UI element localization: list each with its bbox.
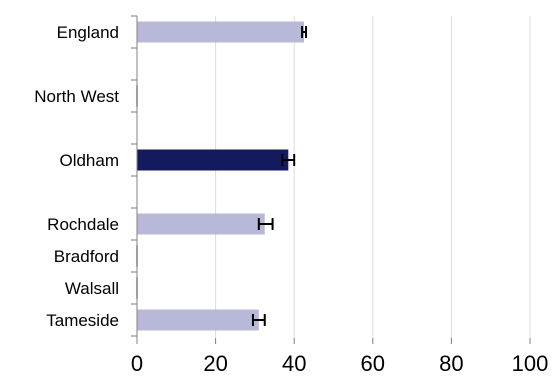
category-label-north-west: North West [34,87,119,106]
category-label-bradford: Bradford [54,247,119,266]
category-label-tameside: Tameside [46,311,119,330]
x-tick-label-100: 100 [512,351,549,376]
category-label-england: England [57,23,119,42]
error-bar-tameside [251,314,266,326]
labels: England North West Oldham Rochdale Bradford W… [34,23,548,376]
grid-lines [215,16,531,338]
error-bar-oldham [281,154,296,166]
axes [131,15,531,344]
bar-rochdale [137,213,265,235]
error-bar-england [301,26,307,38]
x-tick-label-20: 20 [203,351,227,376]
error-bar-rochdale [257,218,274,230]
x-tick-label-0: 0 [131,351,143,376]
bar-england [137,21,305,43]
x-tick-label-60: 60 [361,351,385,376]
category-label-rochdale: Rochdale [47,215,119,234]
category-label-walsall: Walsall [65,279,119,298]
category-label-oldham: Oldham [59,151,119,170]
x-tick-label-40: 40 [282,351,306,376]
bars [136,21,307,331]
x-tick-label-80: 80 [439,351,463,376]
bar-tameside [137,309,259,331]
bar-oldham [137,149,289,171]
